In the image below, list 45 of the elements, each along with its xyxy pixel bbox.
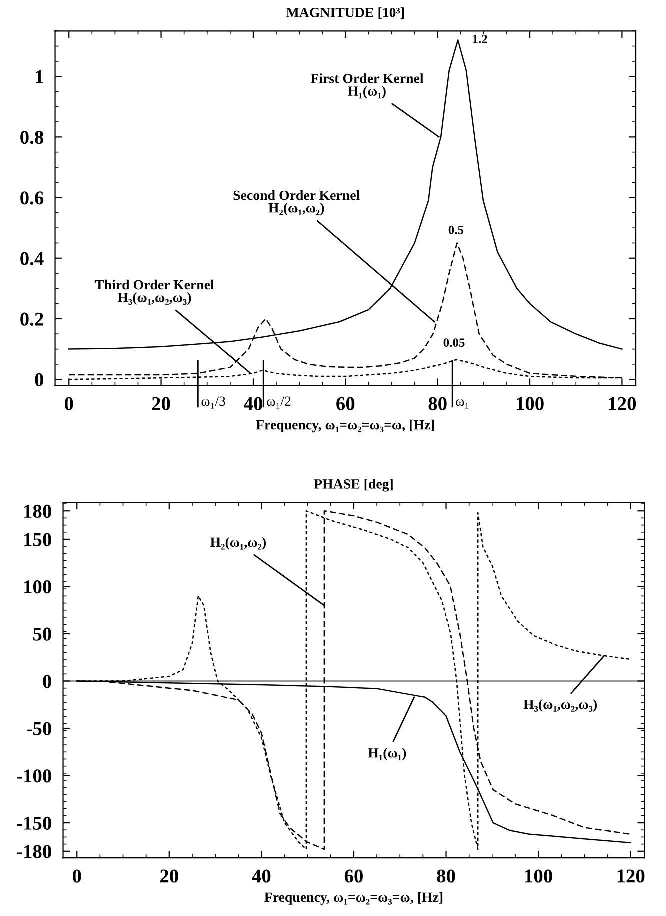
annotation: 0.05: [444, 338, 465, 348]
y-tick-label: 0: [43, 675, 52, 688]
x-tick-label: 40: [252, 870, 271, 883]
y-tick-label: 50: [33, 628, 52, 641]
y-tick-label: 0: [35, 373, 44, 387]
x-tick-label: 40: [244, 397, 262, 410]
x-tick-label: 20: [160, 870, 178, 883]
x-tick-label: 80: [437, 870, 456, 883]
x-tick-label: 0: [64, 397, 74, 410]
x-tick-label: 60: [336, 397, 355, 410]
x-tick-label: 120: [618, 870, 645, 883]
x-tick-label: 100: [516, 397, 544, 410]
y-tick-label: 0.6: [20, 192, 44, 205]
y-tick-label: -100: [17, 770, 52, 783]
y-tick-label: 0.2: [20, 312, 44, 326]
y-tick-label: -150: [17, 816, 52, 830]
y-tick-label: 100: [24, 580, 52, 594]
chart-title: PHASE [deg]: [314, 479, 393, 492]
x-tick-label: 120: [609, 397, 636, 410]
x-axis-title: Frequency, ω₁=ω₂=ω₃=ω, [Hz]: [256, 420, 434, 433]
annotation: 0.5: [448, 226, 464, 234]
x-tick-label: 20: [152, 397, 170, 410]
y-tick-label: -180: [17, 845, 52, 858]
x-axis-title: Frequency, ω₁=ω₂=ω₃=ω, [Hz]: [264, 892, 443, 905]
y-tick-label: 150: [24, 533, 52, 546]
annotation: 1.2: [473, 34, 488, 44]
ref-line-label: ω₁/3: [202, 396, 226, 409]
y-tick-label: 180: [24, 504, 52, 518]
annotation: H₃(ω₁,ω₂,ω₃): [524, 699, 597, 712]
y-tick-label: 0.8: [20, 131, 44, 144]
ref-line-label: ω₁: [456, 399, 469, 409]
x-tick-label: 80: [428, 397, 447, 410]
y-tick-label: 0.4: [20, 252, 44, 266]
annotation: First Order Kernel H₁(ω₁): [310, 74, 424, 99]
x-tick-label: 100: [526, 870, 552, 883]
annotation: H₂(ω₁,ω₂): [210, 537, 266, 550]
annotation: H₁(ω₁): [368, 748, 406, 761]
annotation: Second Order Kernel H₂(ω₁,ω₂): [234, 190, 360, 216]
y-tick-label: -50: [26, 722, 52, 736]
annotation: Third Order Kernel H₃(ω₁,ω₂,ω₃): [95, 280, 214, 306]
y-tick-label: 1: [36, 70, 44, 84]
x-tick-label: 60: [344, 870, 363, 883]
chart-title: MAGNITUDE [10³]: [286, 8, 404, 20]
ref-line-label: ω₁/2: [267, 396, 291, 409]
x-tick-label: 0: [72, 870, 82, 883]
